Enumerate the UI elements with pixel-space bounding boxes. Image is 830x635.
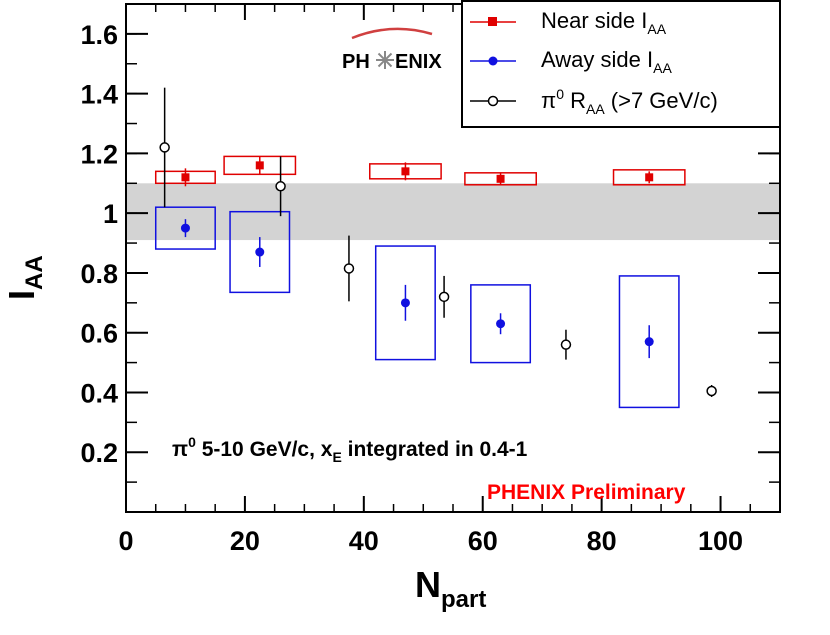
annotation-sup: 0 xyxy=(188,434,196,450)
legend-rAA-main: π xyxy=(541,88,556,113)
pi0-raa-point xyxy=(706,385,717,397)
pi0-raa-point xyxy=(159,142,170,153)
tick-layer: 0.2 0.4 0.6 0.8 1 1.2 1.4 1.6 0 20 40 60 80 100 xyxy=(80,4,780,556)
x-axis-title-main: N xyxy=(415,564,441,605)
plot-annotation: π0 5-10 GeV/c, xE integrated in 0.4-1 xyxy=(172,434,528,465)
x-tick-label: 40 xyxy=(349,526,379,556)
near-side-sys-box xyxy=(612,169,686,186)
away-side-point xyxy=(644,337,654,347)
preliminary-label: PHENIX Preliminary xyxy=(487,481,686,504)
legend-rAA-mid: R xyxy=(564,88,586,113)
y-axis-title-main: I xyxy=(1,290,42,300)
pi0-raa-point xyxy=(560,339,572,350)
legend-box xyxy=(461,0,781,128)
x-tick-label: 20 xyxy=(230,526,260,556)
y-tick-label: 0.6 xyxy=(80,319,118,349)
pi0-raa-point xyxy=(275,181,286,192)
y-tick-label: 0.2 xyxy=(80,438,118,468)
legend-rAA-sub: AA xyxy=(586,101,605,117)
away-side-point xyxy=(400,298,410,308)
away-side-point xyxy=(496,319,506,329)
y-tick-label: 0.8 xyxy=(80,259,118,289)
away-side-sys-box xyxy=(154,206,216,250)
legend-rAA-marker xyxy=(487,95,499,107)
y-axis-title-sub: AA xyxy=(21,255,48,290)
away-side-sys-box xyxy=(229,210,291,294)
x-axis-title-sub: part xyxy=(441,586,486,613)
y-tick-label: 0.4 xyxy=(80,378,118,408)
x-tick-label: 100 xyxy=(698,526,743,556)
band-layer xyxy=(127,183,779,241)
y-axis-title: IAA xyxy=(1,255,48,300)
legend-rAA-label: π0 RAA (>7 GeV/c) xyxy=(541,86,718,117)
x-tick-label: 60 xyxy=(468,526,498,556)
phenix-logo-left: PH xyxy=(342,51,370,73)
reference-band xyxy=(127,183,779,241)
y-tick-label: 1.2 xyxy=(80,139,118,169)
y-tick-label: 1.6 xyxy=(80,20,118,50)
legend-near-main: Near side I xyxy=(541,8,647,33)
legend-away-main: Away side I xyxy=(541,47,653,72)
legend-near-marker xyxy=(488,17,497,26)
legend-away-marker xyxy=(488,56,498,66)
y-tick-label: 1 xyxy=(103,199,118,229)
away-side-point xyxy=(180,223,190,233)
away-side-sys-box xyxy=(374,245,436,361)
legend: Near side IAA Away side IAA π0 RAA (>7 G… xyxy=(461,0,781,128)
legend-away-sub: AA xyxy=(653,60,672,76)
phenix-logo-arc xyxy=(351,27,433,40)
legend-rAA-sup: 0 xyxy=(556,86,564,102)
pi0-raa-point xyxy=(343,263,355,274)
x-axis-title: Npart xyxy=(415,564,486,613)
legend-rAA-tail: (>7 GeV/c) xyxy=(605,88,718,113)
annotation-text1: 5-10 GeV/c, x xyxy=(196,438,333,461)
phenix-logo-star-icon xyxy=(376,51,394,69)
near-side-point xyxy=(496,174,505,183)
away-side-point xyxy=(255,247,265,257)
phenix-logo: PH ENIX xyxy=(342,27,442,73)
away-side-sys-box xyxy=(470,284,532,364)
y-tick-label: 1.4 xyxy=(80,80,118,110)
legend-away-label: Away side IAA xyxy=(541,47,672,76)
annotation-sub: E xyxy=(332,449,341,465)
pi0-raa-point xyxy=(438,291,450,303)
x-tick-label: 0 xyxy=(118,526,133,556)
away-side-sys-box xyxy=(618,275,680,409)
near-side-point xyxy=(401,167,410,176)
near-side-point xyxy=(181,173,190,182)
phenix-logo-right: ENIX xyxy=(395,51,442,73)
near-side-point xyxy=(255,161,264,170)
annotation-text2: integrated in 0.4-1 xyxy=(342,438,528,461)
near-side-point xyxy=(645,173,654,182)
legend-near-label: Near side IAA xyxy=(541,8,667,37)
legend-near-sub: AA xyxy=(647,21,666,37)
annotation-pi: π xyxy=(172,438,188,461)
mark-layer xyxy=(154,87,717,409)
x-tick-label: 80 xyxy=(587,526,617,556)
